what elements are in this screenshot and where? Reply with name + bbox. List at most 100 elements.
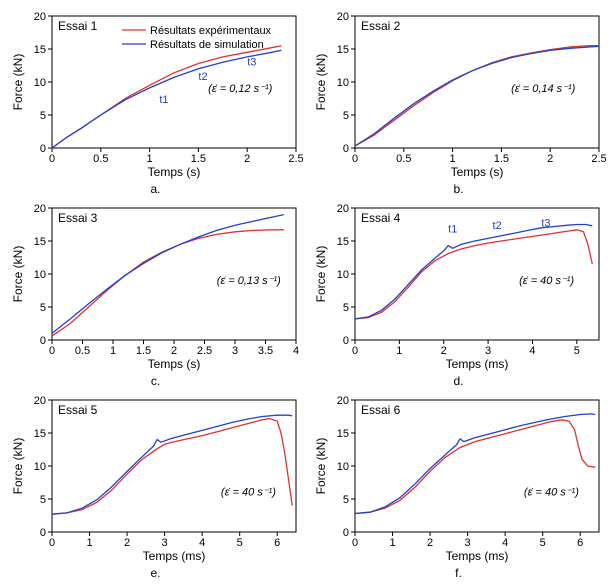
xtick-label: 0.5 xyxy=(93,153,108,165)
x-axis-label: Temps (ms) xyxy=(143,549,206,563)
xtick-label: 2 xyxy=(124,537,130,549)
xtick-label: 6 xyxy=(274,537,280,549)
chart-b: 00.511.522.505101520Temps (s)Force (kN)E… xyxy=(311,8,606,180)
x-axis-label: Temps (s) xyxy=(451,165,504,179)
series-exp xyxy=(355,46,599,146)
panel-sublabel: c. xyxy=(151,374,160,388)
y-axis-label: Force (kN) xyxy=(11,246,25,303)
chart-grid: 00.511.522.505101520Temps (s)Force (kN)E… xyxy=(8,8,606,580)
xtick-label: 4 xyxy=(502,537,508,549)
time-marker-label: t2 xyxy=(493,220,502,232)
ytick-label: 5 xyxy=(343,110,349,122)
xtick-label: 1.5 xyxy=(494,153,509,165)
xtick-label: 0 xyxy=(49,153,55,165)
ytick-label: 20 xyxy=(34,395,46,407)
panel-title: Essai 2 xyxy=(361,19,401,33)
chart-f: 012345605101520Temps (ms)Force (kN)Essai… xyxy=(311,392,606,564)
y-axis-label: Force (kN) xyxy=(11,438,25,495)
panel-e: 012345605101520Temps (ms)Force (kN)Essai… xyxy=(8,392,303,580)
series-exp xyxy=(52,419,292,515)
ytick-label: 10 xyxy=(337,461,349,473)
xtick-label: 6 xyxy=(577,537,583,549)
ytick-label: 0 xyxy=(343,335,349,347)
xtick-label: 4 xyxy=(529,345,535,357)
strain-rate-label: (ε̇ = 0,13 s⁻¹) xyxy=(217,275,281,287)
xtick-label: 2 xyxy=(427,537,433,549)
xtick-label: 2 xyxy=(441,345,447,357)
strain-rate-label: (ε̇ = 40 s⁻¹) xyxy=(221,487,276,499)
ytick-label: 10 xyxy=(34,77,46,89)
ytick-label: 20 xyxy=(34,11,46,23)
xtick-label: 5 xyxy=(574,345,580,357)
ytick-label: 15 xyxy=(34,44,46,56)
xtick-label: 4 xyxy=(293,345,299,357)
xtick-label: 1 xyxy=(147,153,153,165)
panel-title: Essai 5 xyxy=(58,403,98,417)
panel-title: Essai 1 xyxy=(58,19,98,33)
chart-c: 00.511.522.533.5405101520Temps (s)Force … xyxy=(8,200,303,372)
y-axis-label: Force (kN) xyxy=(314,246,328,303)
xtick-label: 1 xyxy=(396,345,402,357)
strain-rate-label: (ε̇ = 0,14 s⁻¹) xyxy=(511,83,575,95)
ytick-label: 15 xyxy=(34,236,46,248)
panel-title: Essai 4 xyxy=(361,211,401,225)
time-marker-label: t3 xyxy=(247,57,256,69)
ytick-label: 5 xyxy=(40,302,46,314)
xtick-label: 3 xyxy=(162,537,168,549)
chart-d: 01234505101520Temps (ms)Force (kN)Essai … xyxy=(311,200,606,372)
xtick-label: 3 xyxy=(465,537,471,549)
series-sim xyxy=(52,415,292,514)
panel-sublabel: e. xyxy=(150,566,160,580)
xtick-label: 0.5 xyxy=(75,345,90,357)
strain-rate-label: (ε̇ = 0,12 s⁻¹) xyxy=(208,83,272,95)
ytick-label: 5 xyxy=(343,302,349,314)
legend-label: Résultats expérimentaux xyxy=(150,25,272,37)
panel-d: 01234505101520Temps (ms)Force (kN)Essai … xyxy=(311,200,606,388)
xtick-label: 3 xyxy=(232,345,238,357)
ytick-label: 20 xyxy=(34,203,46,215)
xtick-label: 2.5 xyxy=(197,345,212,357)
ytick-label: 5 xyxy=(343,494,349,506)
y-axis-label: Force (kN) xyxy=(314,438,328,495)
panel-sublabel: a. xyxy=(150,182,160,196)
panel-title: Essai 3 xyxy=(58,211,98,225)
ytick-label: 20 xyxy=(337,395,349,407)
xtick-label: 5 xyxy=(237,537,243,549)
strain-rate-label: (ε̇ = 40 s⁻¹) xyxy=(519,275,574,287)
panel-f: 012345605101520Temps (ms)Force (kN)Essai… xyxy=(311,392,606,580)
time-marker-label: t2 xyxy=(198,71,207,83)
ytick-label: 10 xyxy=(34,461,46,473)
chart-e: 012345605101520Temps (ms)Force (kN)Essai… xyxy=(8,392,303,564)
ytick-label: 15 xyxy=(337,428,349,440)
ytick-label: 10 xyxy=(34,269,46,281)
xtick-label: 2 xyxy=(547,153,553,165)
xtick-label: 1.5 xyxy=(191,153,206,165)
xtick-label: 2.5 xyxy=(591,153,606,165)
x-axis-label: Temps (ms) xyxy=(446,357,509,371)
panel-title: Essai 6 xyxy=(361,403,401,417)
panel-sublabel: d. xyxy=(453,374,463,388)
ytick-label: 10 xyxy=(337,77,349,89)
xtick-label: 3 xyxy=(485,345,491,357)
x-axis-label: Temps (ms) xyxy=(446,549,509,563)
ytick-label: 15 xyxy=(337,44,349,56)
ytick-label: 20 xyxy=(337,11,349,23)
xtick-label: 0 xyxy=(352,153,358,165)
ytick-label: 10 xyxy=(337,269,349,281)
ytick-label: 0 xyxy=(40,335,46,347)
xtick-label: 2 xyxy=(244,153,250,165)
xtick-label: 1 xyxy=(110,345,116,357)
strain-rate-label: (ε̇ = 40 s⁻¹) xyxy=(524,487,579,499)
ytick-label: 15 xyxy=(337,236,349,248)
xtick-label: 1 xyxy=(86,537,92,549)
panel-a: 00.511.522.505101520Temps (s)Force (kN)E… xyxy=(8,8,303,196)
time-marker-label: t1 xyxy=(448,223,457,235)
xtick-label: 0 xyxy=(352,537,358,549)
ytick-label: 0 xyxy=(40,143,46,155)
ytick-label: 0 xyxy=(343,527,349,539)
series-exp xyxy=(355,420,595,514)
ytick-label: 20 xyxy=(337,203,349,215)
legend-label: Résultats de simulation xyxy=(150,39,264,51)
panel-sublabel: f. xyxy=(455,566,462,580)
xtick-label: 2.5 xyxy=(288,153,303,165)
